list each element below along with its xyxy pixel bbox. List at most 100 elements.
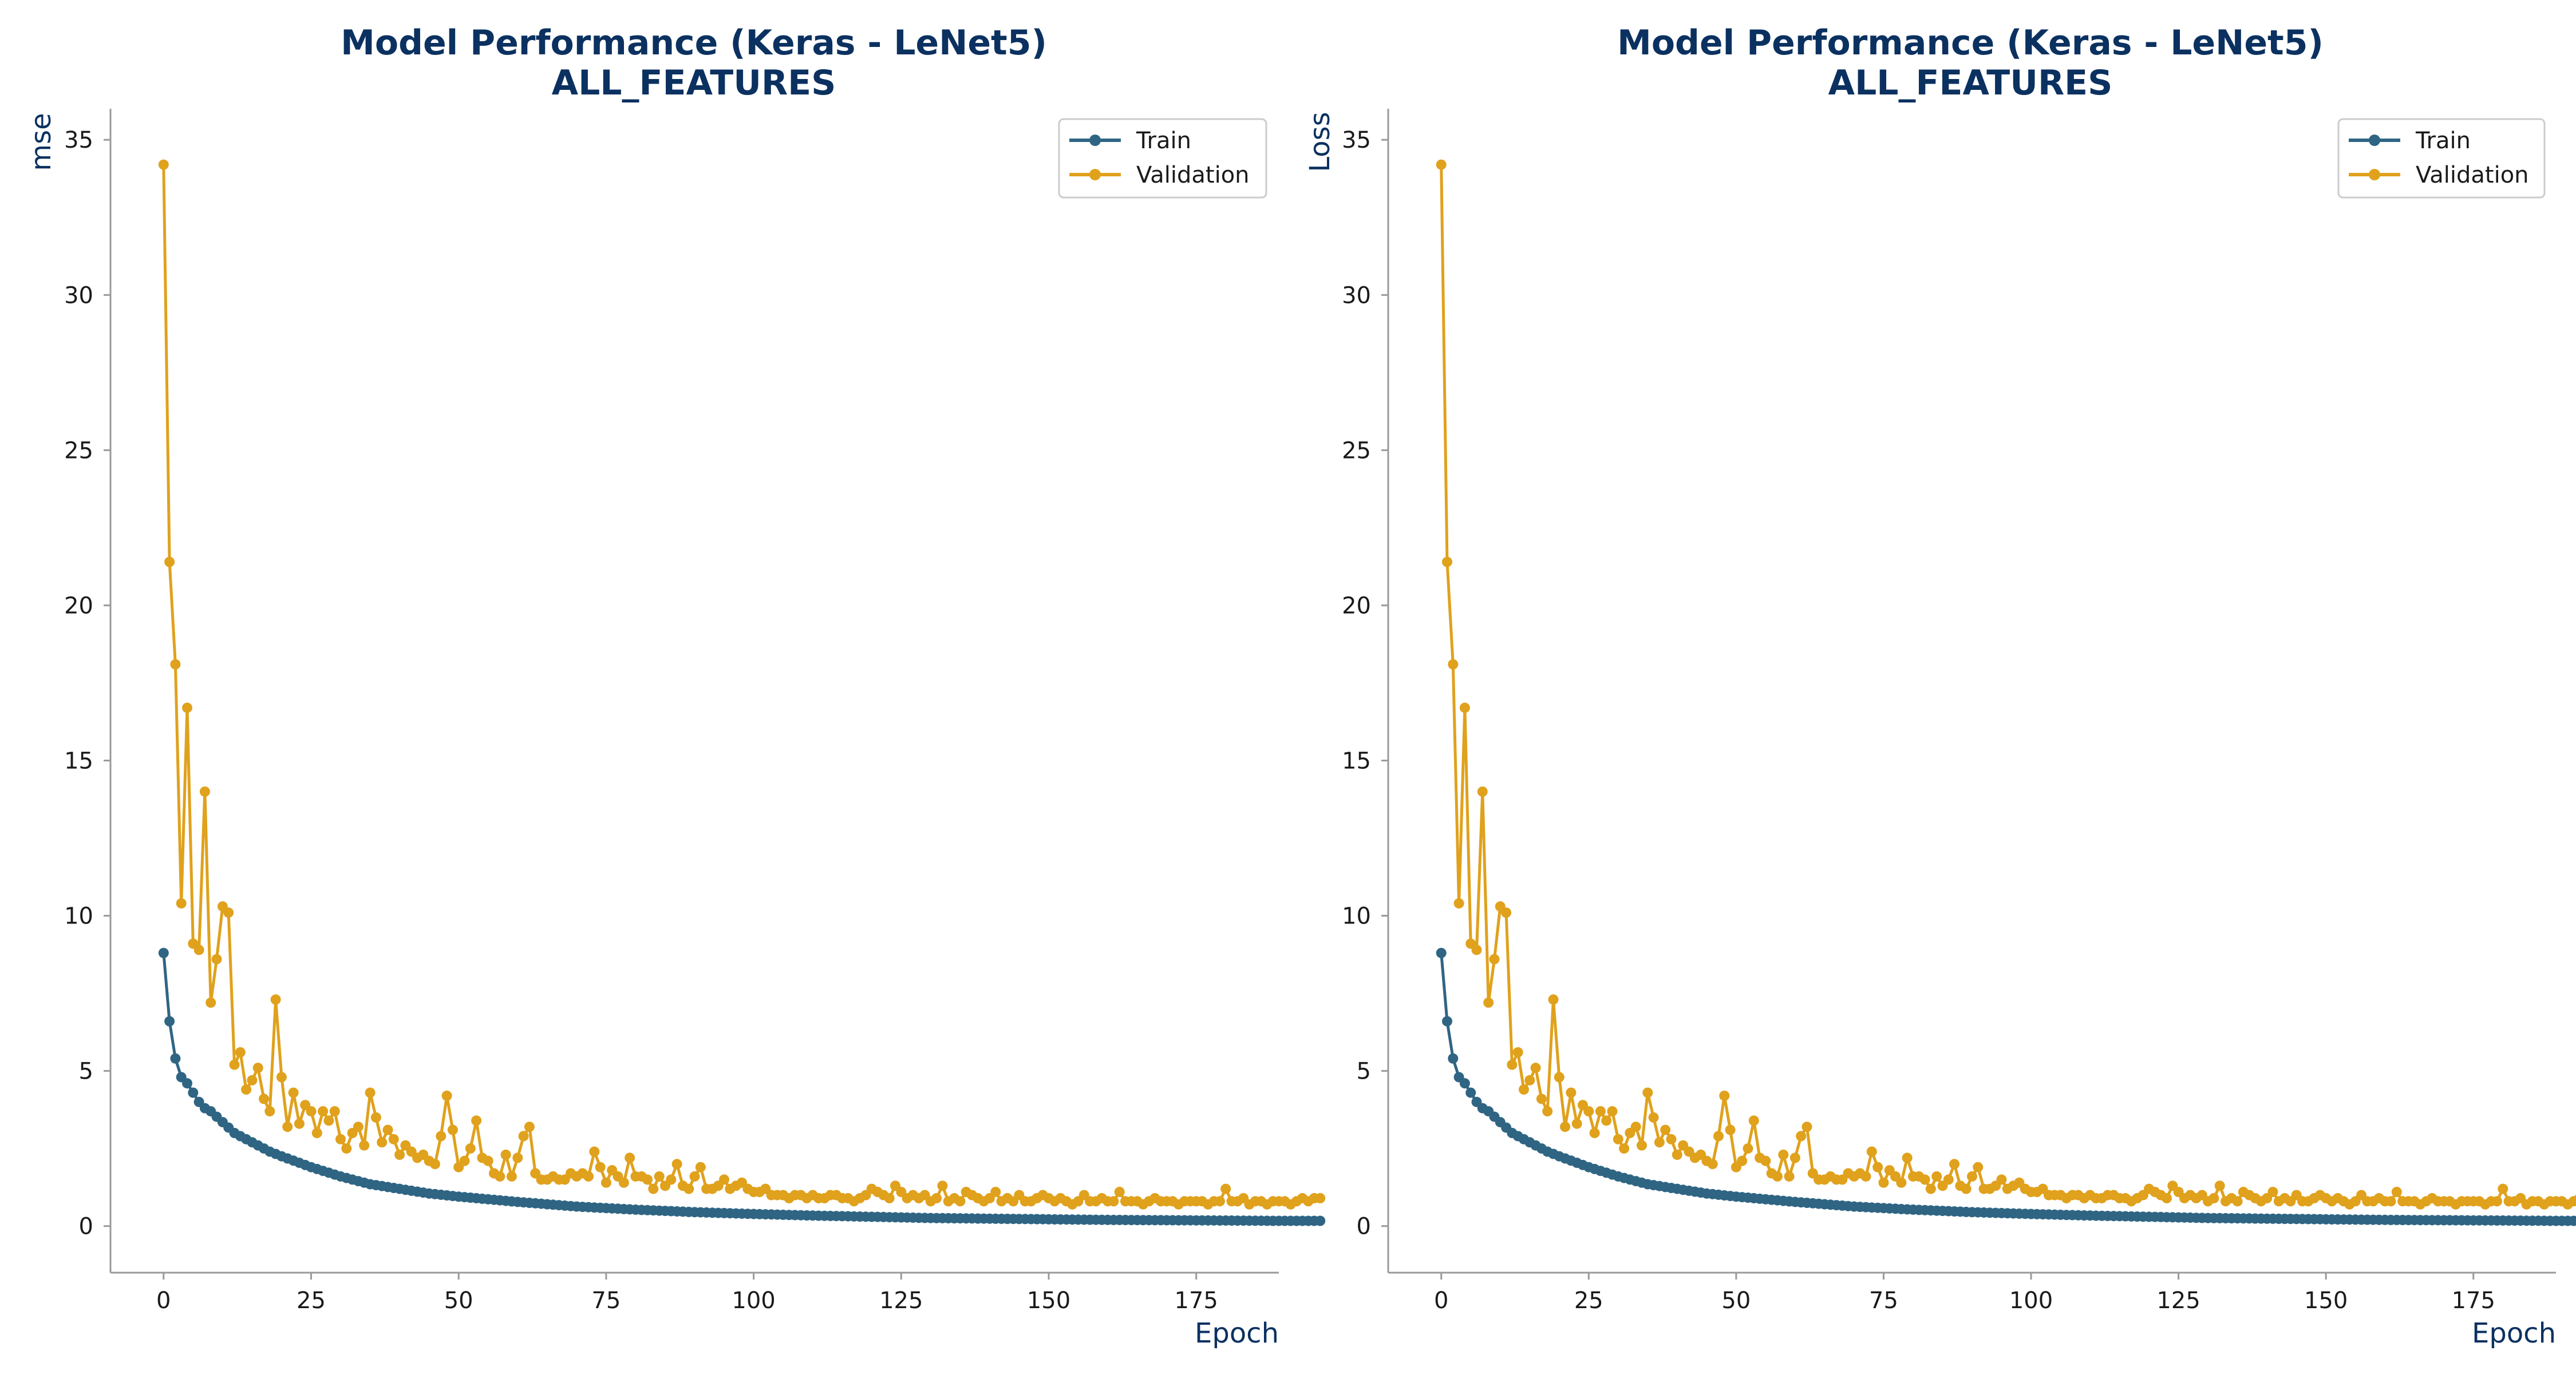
- data-point-validation: [666, 1174, 677, 1185]
- data-point-validation: [377, 1137, 388, 1148]
- data-point-validation: [1536, 1093, 1547, 1104]
- data-point-validation: [306, 1106, 317, 1117]
- series-line-validation: [162, 164, 1321, 1206]
- y-tick-label: 10: [1342, 903, 1371, 930]
- data-point-validation: [1114, 1187, 1125, 1197]
- data-point-validation: [176, 898, 187, 909]
- data-point-validation: [1967, 1171, 1977, 1182]
- data-point-validation: [259, 1093, 269, 1104]
- data-point-validation: [1737, 1155, 1748, 1166]
- chart-subtitle: ALL_FEATURES: [1828, 63, 2113, 103]
- data-point-validation: [1595, 1106, 1606, 1117]
- legend-label-validation: Validation: [1136, 162, 1250, 188]
- data-point-validation: [683, 1183, 694, 1194]
- data-point-validation: [1931, 1171, 1942, 1182]
- y-tick-label: 35: [1342, 127, 1371, 153]
- data-point-validation: [318, 1106, 329, 1117]
- data-point-validation: [2498, 1183, 2508, 1194]
- y-tick-label: 10: [64, 903, 93, 930]
- data-point-validation: [1583, 1106, 1594, 1117]
- data-point-validation: [1872, 1162, 1883, 1172]
- data-point-validation: [1214, 1196, 1225, 1207]
- x-axis-label: Epoch: [1195, 1317, 1279, 1349]
- data-point-validation: [1801, 1122, 1812, 1132]
- data-point-validation: [931, 1193, 942, 1203]
- data-point-validation: [1512, 1047, 1523, 1058]
- data-point-validation: [1772, 1171, 1783, 1182]
- data-point-validation: [1507, 1059, 1518, 1070]
- y-tick-label: 25: [1342, 437, 1371, 464]
- data-point-validation: [436, 1131, 447, 1142]
- data-point-validation: [625, 1152, 635, 1163]
- data-point-validation: [1519, 1084, 1529, 1095]
- data-point-validation: [359, 1140, 370, 1151]
- chart-subtitle: ALL_FEATURES: [552, 63, 836, 103]
- data-point-train: [164, 1016, 175, 1026]
- data-point-validation: [264, 1106, 275, 1117]
- data-point-train: [1315, 1215, 1326, 1226]
- data-point-validation: [241, 1084, 252, 1095]
- data-point-validation: [671, 1159, 682, 1170]
- data-point-validation: [1748, 1115, 1759, 1126]
- y-tick-label: 20: [1342, 593, 1371, 619]
- legend: Train Validation: [1058, 118, 1267, 199]
- series-line-train: [1440, 953, 2576, 1222]
- data-point-validation: [1719, 1091, 1730, 1101]
- data-point-validation: [288, 1087, 299, 1098]
- data-point-validation: [689, 1171, 700, 1182]
- y-axis-label: mse: [25, 113, 57, 171]
- data-point-validation: [642, 1174, 653, 1185]
- chart-loss: Model Performance (Keras - LeNet5) ALL_F…: [1304, 23, 2576, 1349]
- data-point-train: [1459, 1078, 1470, 1089]
- data-point-validation: [1660, 1124, 1671, 1135]
- data-point-train: [1448, 1053, 1459, 1064]
- data-point-validation: [1860, 1171, 1871, 1182]
- data-point-validation: [2391, 1187, 2402, 1197]
- data-point-validation: [1542, 1106, 1553, 1117]
- data-point-validation: [270, 994, 281, 1005]
- data-point-validation: [524, 1122, 535, 1132]
- x-axis-label: Epoch: [2472, 1317, 2556, 1349]
- data-point-validation: [1483, 997, 1494, 1008]
- x-tick-label: 0: [156, 1288, 171, 1314]
- legend-marker-validation: [1089, 169, 1101, 180]
- y-tick-label: 30: [1342, 282, 1371, 309]
- data-point-validation: [2574, 1194, 2576, 1202]
- data-point-validation: [170, 659, 181, 670]
- x-tick-label: 25: [1574, 1288, 1603, 1314]
- data-point-validation: [2162, 1193, 2172, 1203]
- data-point-validation: [990, 1187, 1001, 1197]
- data-point-validation: [394, 1150, 405, 1160]
- data-point-validation: [512, 1152, 523, 1163]
- y-tick-label: 15: [64, 748, 93, 774]
- data-point-validation: [365, 1087, 376, 1098]
- data-point-validation: [648, 1183, 659, 1194]
- data-point-validation: [1943, 1174, 1954, 1185]
- data-point-validation: [1713, 1131, 1724, 1142]
- legend-label-train: Train: [2415, 128, 2471, 154]
- data-point-train: [1465, 1087, 1476, 1098]
- data-point-train: [188, 1087, 199, 1098]
- chart-title: Model Performance (Keras - LeNet5): [341, 23, 1047, 63]
- data-point-validation: [164, 556, 175, 567]
- x-tick-label: 75: [1869, 1288, 1898, 1314]
- data-point-validation: [2492, 1196, 2502, 1207]
- data-point-validation: [1725, 1124, 1736, 1135]
- data-point-validation: [1949, 1159, 1960, 1170]
- data-point-validation: [206, 997, 216, 1008]
- data-point-validation: [353, 1122, 364, 1132]
- data-point-validation: [1961, 1183, 1971, 1194]
- chart-mse: Model Performance (Keras - LeNet5) ALL_F…: [25, 23, 1326, 1349]
- data-point-validation: [500, 1150, 511, 1160]
- x-tick-label: 150: [2304, 1288, 2348, 1314]
- data-point-validation: [1524, 1075, 1535, 1085]
- x-tick-label: 100: [2009, 1288, 2053, 1314]
- data-point-validation: [1760, 1155, 1771, 1166]
- data-point-validation: [1477, 786, 1488, 797]
- data-point-validation: [1642, 1087, 1653, 1098]
- data-point-validation: [618, 1177, 629, 1188]
- data-point-validation: [182, 702, 192, 713]
- data-point-validation: [1448, 659, 1459, 670]
- data-point-validation: [465, 1143, 476, 1154]
